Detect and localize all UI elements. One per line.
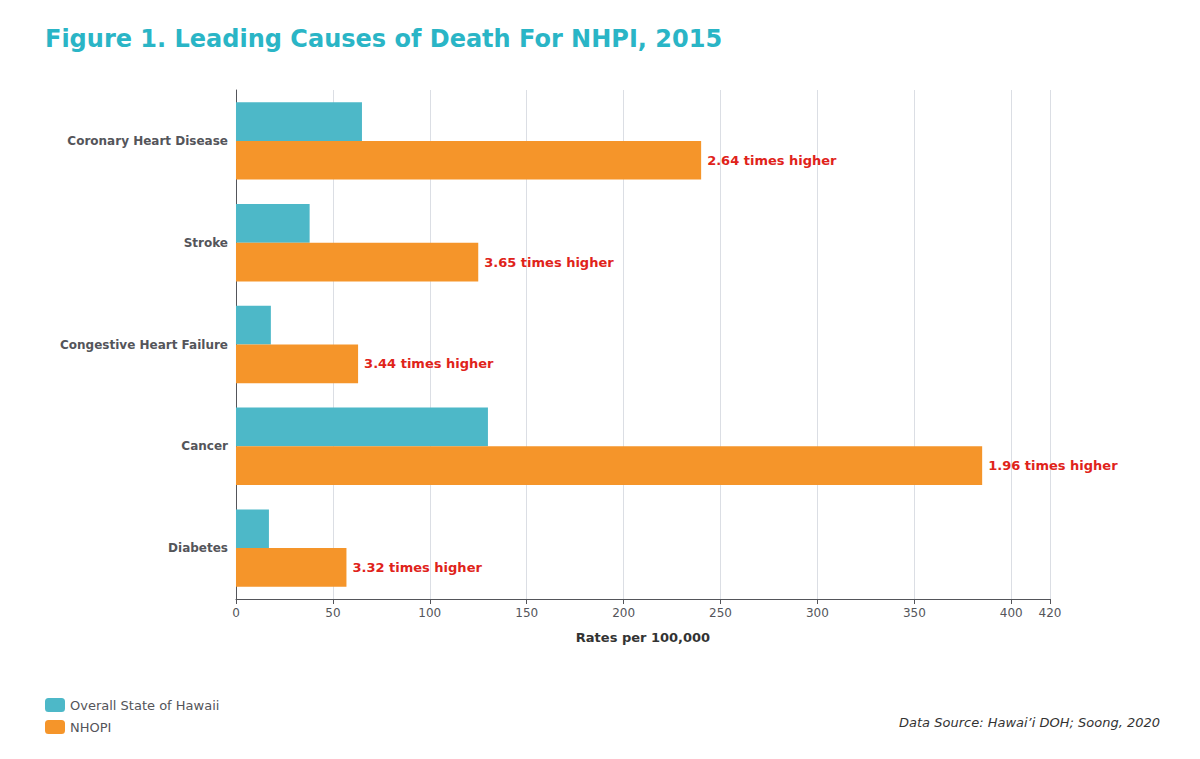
svg-text:50: 50: [325, 606, 340, 620]
svg-text:Data Source: Hawai’i DOH; Soon: Data Source: Hawai’i DOH; Soong, 2020: [899, 715, 1160, 730]
svg-text:1.96 times higher: 1.96 times higher: [988, 458, 1118, 473]
svg-text:Congestive Heart Failure: Congestive Heart Failure: [60, 338, 228, 352]
svg-text:Figure 1. Leading Causes of De: Figure 1. Leading Causes of Death For NH…: [45, 25, 722, 53]
svg-text:420: 420: [1039, 606, 1062, 620]
svg-text:3.44 times higher: 3.44 times higher: [364, 356, 494, 371]
svg-text:100: 100: [418, 606, 441, 620]
svg-text:3.32 times higher: 3.32 times higher: [352, 560, 482, 575]
svg-text:Diabetes: Diabetes: [168, 541, 228, 555]
svg-text:3.65 times higher: 3.65 times higher: [484, 255, 614, 270]
svg-text:NHOPI: NHOPI: [70, 720, 111, 735]
svg-text:2.64 times higher: 2.64 times higher: [707, 153, 837, 168]
svg-text:Rates per 100,000: Rates per 100,000: [576, 630, 710, 645]
svg-text:400: 400: [1000, 606, 1023, 620]
svg-text:Overall State of Hawaii: Overall State of Hawaii: [70, 698, 219, 713]
svg-text:0: 0: [232, 606, 240, 620]
svg-text:350: 350: [903, 606, 926, 620]
svg-text:200: 200: [612, 606, 635, 620]
svg-text:300: 300: [806, 606, 829, 620]
svg-text:250: 250: [709, 606, 732, 620]
svg-text:Stroke: Stroke: [184, 236, 228, 250]
svg-text:Coronary Heart Disease: Coronary Heart Disease: [67, 134, 228, 148]
svg-text:150: 150: [515, 606, 538, 620]
svg-text:Cancer: Cancer: [181, 439, 228, 453]
